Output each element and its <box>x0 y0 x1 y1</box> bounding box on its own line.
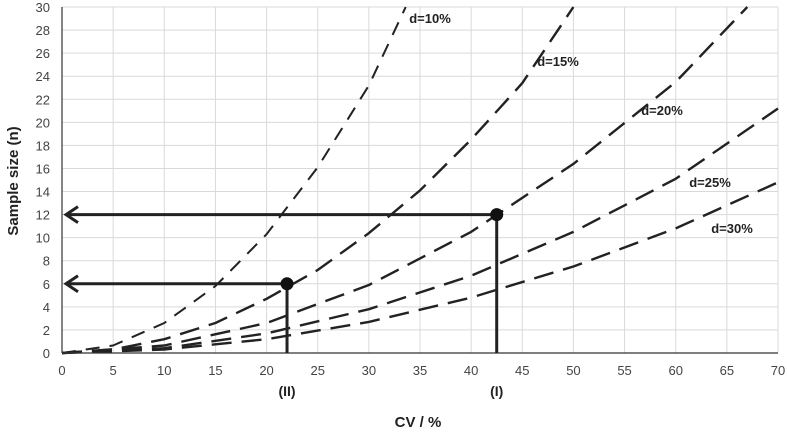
tick-labels: 0 5 10 15 20 25 30 35 40 45 50 55 60 65 70024681012141… <box>36 0 786 378</box>
x-tick-label: 45 <box>515 363 529 378</box>
series-label-2: d=20% <box>641 103 683 118</box>
y-tick-label: 14 <box>36 185 50 200</box>
series-line-4 <box>61 181 779 355</box>
grid <box>61 6 779 354</box>
curve-labels: d=10% d=15% d=20% d=25% d=30% <box>409 11 753 236</box>
y-tick-label: 20 <box>36 115 50 130</box>
series-label-0: d=10% <box>409 11 451 26</box>
y-tick-label: 12 <box>36 208 50 223</box>
x-axis-title: CV / % <box>395 414 442 431</box>
series-line-1 <box>61 6 575 355</box>
x-tick-label: 60 <box>668 363 682 378</box>
series-label-4: d=30% <box>711 221 753 236</box>
annotation-label-0: (I) <box>490 383 503 399</box>
y-tick-label: 24 <box>36 69 50 84</box>
x-tick-label: 40 <box>464 363 478 378</box>
y-tick-label: 2 <box>43 323 50 338</box>
series-line-3 <box>61 107 779 355</box>
x-tick-label: 10 <box>157 363 171 378</box>
x-tick-label: 35 <box>413 363 427 378</box>
curves <box>61 6 779 355</box>
annotation-arrowhead-1 <box>63 274 79 294</box>
x-tick-label: 0 <box>58 363 65 378</box>
annotation-label-1: (II) <box>278 383 295 399</box>
x-tick-label: 50 <box>566 363 580 378</box>
y-tick-label: 8 <box>43 254 50 269</box>
y-tick-label: 16 <box>36 161 50 176</box>
x-tick-label: 70 <box>771 363 785 378</box>
x-tick-label: 15 <box>208 363 222 378</box>
y-tick-label: 30 <box>36 0 50 15</box>
annotation-point-1 <box>280 277 294 291</box>
series-line-2 <box>61 6 749 355</box>
y-tick-label: 0 <box>43 346 50 361</box>
y-tick-label: 28 <box>36 23 50 38</box>
y-tick-label: 6 <box>43 277 50 292</box>
x-tick-label: 25 <box>310 363 324 378</box>
y-tick-label: 4 <box>43 300 50 315</box>
y-tick-label: 18 <box>36 138 50 153</box>
series-label-1: d=15% <box>537 54 579 69</box>
x-tick-label: 20 <box>259 363 273 378</box>
y-axis-title: Sample size (n) <box>5 126 22 235</box>
x-tick-label: 55 <box>617 363 631 378</box>
x-tick-label: 5 <box>110 363 117 378</box>
x-tick-label: 30 <box>362 363 376 378</box>
series-line-0 <box>61 6 407 354</box>
y-tick-label: 26 <box>36 46 50 61</box>
y-tick-label: 22 <box>36 92 50 107</box>
axes <box>61 7 778 354</box>
annotations: (I) (II) <box>63 205 504 399</box>
series-label-3: d=25% <box>689 175 731 190</box>
annotation-point-0 <box>490 208 504 222</box>
x-tick-label: 65 <box>720 363 734 378</box>
y-tick-label: 10 <box>36 231 50 246</box>
annotation-arrowhead-0 <box>63 205 79 224</box>
